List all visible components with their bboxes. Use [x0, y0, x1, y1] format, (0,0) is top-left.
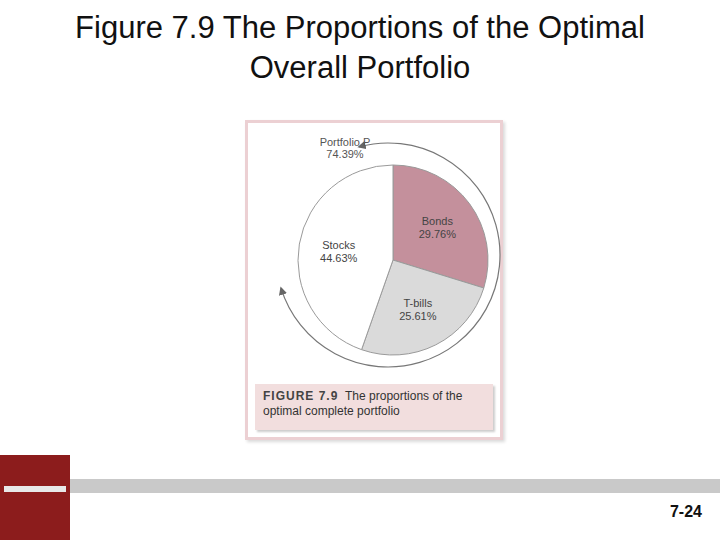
- svg-text:Portfolio P74.39%: Portfolio P74.39%: [320, 136, 371, 160]
- html-text:The proportions of the optimal: The proportions of the optimal complete …: [263, 389, 463, 418]
- svg-text:T-bills25.61%: T-bills25.61%: [399, 297, 437, 322]
- svg-text:Bonds29.76%: Bonds29.76%: [419, 215, 457, 240]
- html-text:FIGURE 7.9: FIGURE 7.9: [263, 389, 339, 403]
- html-text:7-24: 7-24: [670, 503, 702, 520]
- html-text:Figure 7.9 The Proportions of: Figure 7.9 The Proportions of the Optima…: [75, 10, 645, 85]
- svg-text:Stocks44.63%: Stocks44.63%: [320, 239, 358, 264]
